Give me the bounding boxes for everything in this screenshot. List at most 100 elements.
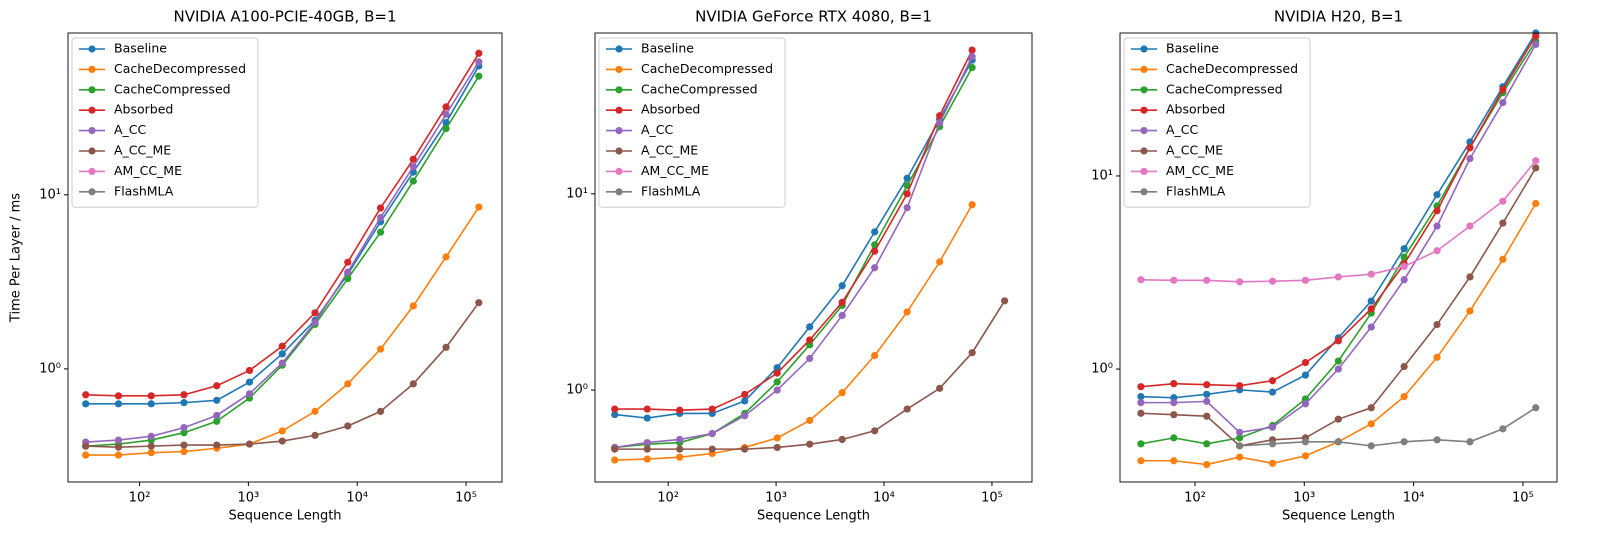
legend-marker [615, 86, 623, 94]
data-point [676, 406, 684, 414]
series-line [1140, 167, 1537, 447]
data-point [213, 417, 221, 425]
data-point [1532, 157, 1540, 165]
data-point [147, 432, 155, 440]
data-point [1532, 40, 1540, 49]
data-point [1367, 305, 1375, 313]
data-point [213, 411, 221, 420]
data-point [311, 309, 319, 317]
data-point [1532, 32, 1540, 40]
series-line [614, 204, 973, 461]
data-point [1137, 399, 1145, 407]
data-point [1334, 438, 1342, 446]
data-point [114, 400, 123, 408]
data-point [1301, 358, 1310, 367]
data-point [442, 125, 450, 133]
legend: Baseline CacheDecompressed CacheCompressed… [598, 37, 786, 208]
data-point [1301, 371, 1310, 379]
data-point [1466, 307, 1474, 315]
data-point [1268, 377, 1277, 385]
data-point [1137, 383, 1145, 391]
data-point [1137, 409, 1145, 417]
data-point [903, 174, 911, 182]
data-point [1170, 276, 1178, 284]
data-point [1170, 457, 1178, 465]
data-point [903, 308, 911, 316]
x-tick-label: 10³ [238, 491, 260, 506]
chart-title: NVIDIA A100-PCIE-40GB, B=1 [174, 8, 397, 26]
x-tick-label: 10² [657, 491, 679, 506]
data-point [1466, 222, 1474, 230]
data-point [1001, 297, 1009, 305]
data-point [773, 434, 781, 442]
data-point [1433, 320, 1441, 329]
data-point [838, 435, 846, 444]
data-point [838, 311, 846, 320]
data-point [114, 392, 123, 400]
data-point [1268, 388, 1277, 396]
x-tick-label: 10⁵ [455, 491, 477, 506]
data-point [180, 399, 188, 407]
legend-label: CacheDecompressed [114, 61, 246, 76]
data-point [1203, 390, 1211, 398]
data-point [245, 366, 254, 375]
data-point [1236, 434, 1244, 442]
data-point [643, 405, 651, 413]
data-point [1400, 362, 1408, 371]
x-tick-label: 10³ [765, 491, 787, 506]
data-point [1433, 353, 1441, 361]
data-point [871, 228, 879, 236]
data-point [1433, 247, 1441, 255]
legend-label: A_CC_ME [1166, 143, 1223, 158]
data-point [409, 177, 417, 185]
data-point [1301, 395, 1310, 403]
legend-label: FlashMLA [641, 183, 701, 198]
data-point [968, 63, 976, 72]
data-point [773, 386, 781, 394]
data-point [676, 453, 684, 461]
legend-box [1123, 37, 1311, 208]
data-point [278, 437, 286, 445]
data-point [311, 318, 319, 326]
data-point [611, 445, 619, 453]
legend-label: A_CC [1166, 122, 1199, 137]
data-point [1301, 276, 1310, 284]
legend-marker [615, 65, 623, 73]
data-point [708, 429, 716, 438]
series-line [614, 59, 973, 419]
y-tick-label: 10⁰ [566, 383, 588, 398]
series-line [85, 302, 480, 448]
data-point [741, 397, 749, 405]
legend-marker [1140, 147, 1148, 155]
legend-label: A_CC_ME [114, 143, 171, 158]
data-point [442, 253, 450, 261]
data-point [773, 443, 781, 452]
x-tick-label: 10⁵ [981, 491, 1003, 506]
data-point [376, 407, 385, 415]
data-point [1203, 276, 1211, 284]
data-point [475, 49, 483, 57]
data-point [806, 440, 814, 448]
data-point [344, 380, 352, 388]
data-point [1400, 276, 1408, 284]
data-point [1170, 411, 1178, 419]
data-point [278, 359, 286, 367]
legend-label: Baseline [641, 41, 694, 56]
legend-marker [1140, 167, 1148, 175]
data-point [1170, 380, 1178, 388]
data-point [180, 429, 188, 437]
data-point [442, 110, 450, 118]
data-point [838, 389, 846, 397]
legend-label: AM_CC_ME [114, 163, 182, 178]
data-point [903, 405, 911, 413]
data-point [1203, 381, 1211, 389]
data-point [213, 396, 221, 404]
data-point [82, 400, 90, 408]
legend-label: Absorbed [114, 102, 173, 117]
y-tick-label: 10⁰ [1091, 362, 1113, 377]
legend-marker [88, 167, 96, 175]
data-point [1334, 357, 1342, 365]
data-point [611, 405, 619, 413]
x-tick-label: 10² [1184, 491, 1206, 506]
